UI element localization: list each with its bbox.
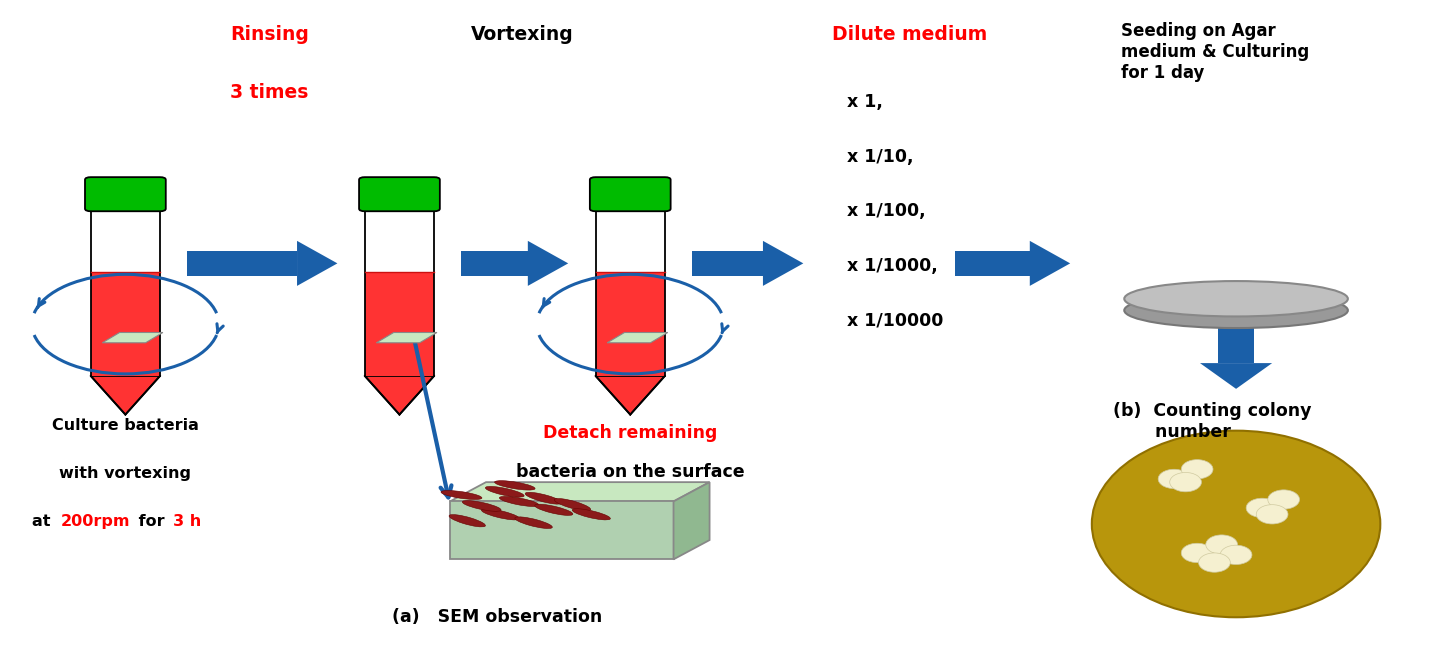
- Ellipse shape: [485, 487, 524, 497]
- Bar: [595, 272, 665, 376]
- Bar: [692, 251, 763, 276]
- Bar: [462, 251, 529, 276]
- Bar: [91, 272, 161, 376]
- Ellipse shape: [515, 517, 552, 528]
- Polygon shape: [297, 241, 337, 286]
- Polygon shape: [376, 332, 437, 343]
- Bar: [187, 251, 297, 276]
- Ellipse shape: [1158, 469, 1190, 489]
- FancyBboxPatch shape: [589, 177, 670, 212]
- Bar: [365, 209, 434, 272]
- Ellipse shape: [1199, 553, 1231, 572]
- Text: with vortexing: with vortexing: [59, 466, 191, 481]
- Ellipse shape: [1206, 535, 1238, 554]
- Polygon shape: [595, 376, 665, 415]
- Ellipse shape: [481, 509, 520, 520]
- Ellipse shape: [1221, 545, 1253, 565]
- Ellipse shape: [462, 500, 501, 511]
- Text: 200rpm: 200rpm: [61, 514, 130, 530]
- Ellipse shape: [449, 515, 485, 527]
- Bar: [595, 209, 665, 272]
- Text: x 1/10000: x 1/10000: [847, 312, 943, 330]
- Ellipse shape: [555, 498, 591, 511]
- Ellipse shape: [534, 504, 573, 515]
- Polygon shape: [365, 376, 434, 415]
- Text: 3 times: 3 times: [230, 83, 308, 102]
- FancyBboxPatch shape: [85, 177, 165, 212]
- Text: Seeding on Agar
medium & Culturing
for 1 day: Seeding on Agar medium & Culturing for 1…: [1121, 22, 1309, 82]
- Polygon shape: [450, 502, 673, 559]
- Ellipse shape: [1092, 431, 1380, 617]
- Polygon shape: [763, 241, 804, 286]
- Bar: [1218, 324, 1254, 363]
- Ellipse shape: [1268, 490, 1299, 509]
- Text: bacteria on the surface: bacteria on the surface: [515, 463, 744, 481]
- Polygon shape: [673, 482, 710, 559]
- Text: x 1/100,: x 1/100,: [847, 202, 925, 220]
- Polygon shape: [91, 376, 161, 415]
- Text: (b)  Counting colony
       number: (b) Counting colony number: [1114, 402, 1312, 441]
- Text: Rinsing: Rinsing: [230, 25, 308, 44]
- Text: Dilute medium: Dilute medium: [833, 25, 988, 44]
- Ellipse shape: [1170, 472, 1202, 492]
- Text: Detach remaining: Detach remaining: [543, 424, 717, 442]
- Polygon shape: [529, 241, 568, 286]
- Text: x 1/1000,: x 1/1000,: [847, 257, 937, 275]
- Ellipse shape: [442, 491, 482, 500]
- Text: at: at: [32, 514, 56, 530]
- Bar: [91, 209, 161, 272]
- Ellipse shape: [1257, 505, 1287, 524]
- Text: for: for: [133, 514, 169, 530]
- Ellipse shape: [1182, 459, 1213, 479]
- Text: (a)   SEM observation: (a) SEM observation: [392, 607, 602, 626]
- Text: 3 h: 3 h: [172, 514, 201, 530]
- Polygon shape: [1200, 363, 1273, 389]
- Text: Culture bacteria: Culture bacteria: [52, 418, 198, 433]
- Ellipse shape: [572, 509, 611, 520]
- Ellipse shape: [1182, 543, 1213, 563]
- Ellipse shape: [500, 496, 539, 506]
- Ellipse shape: [526, 493, 562, 504]
- Text: Vortexing: Vortexing: [471, 25, 573, 44]
- FancyBboxPatch shape: [359, 177, 440, 212]
- Polygon shape: [1030, 241, 1070, 286]
- Bar: [365, 272, 434, 376]
- Ellipse shape: [1124, 293, 1348, 328]
- Text: x 1/10,: x 1/10,: [847, 147, 914, 165]
- Bar: [954, 251, 1030, 276]
- Ellipse shape: [1247, 498, 1279, 517]
- Polygon shape: [607, 332, 668, 343]
- Ellipse shape: [1124, 281, 1348, 317]
- Text: x 1,: x 1,: [847, 93, 882, 111]
- Polygon shape: [450, 482, 710, 502]
- Ellipse shape: [495, 481, 536, 490]
- Polygon shape: [103, 332, 162, 343]
